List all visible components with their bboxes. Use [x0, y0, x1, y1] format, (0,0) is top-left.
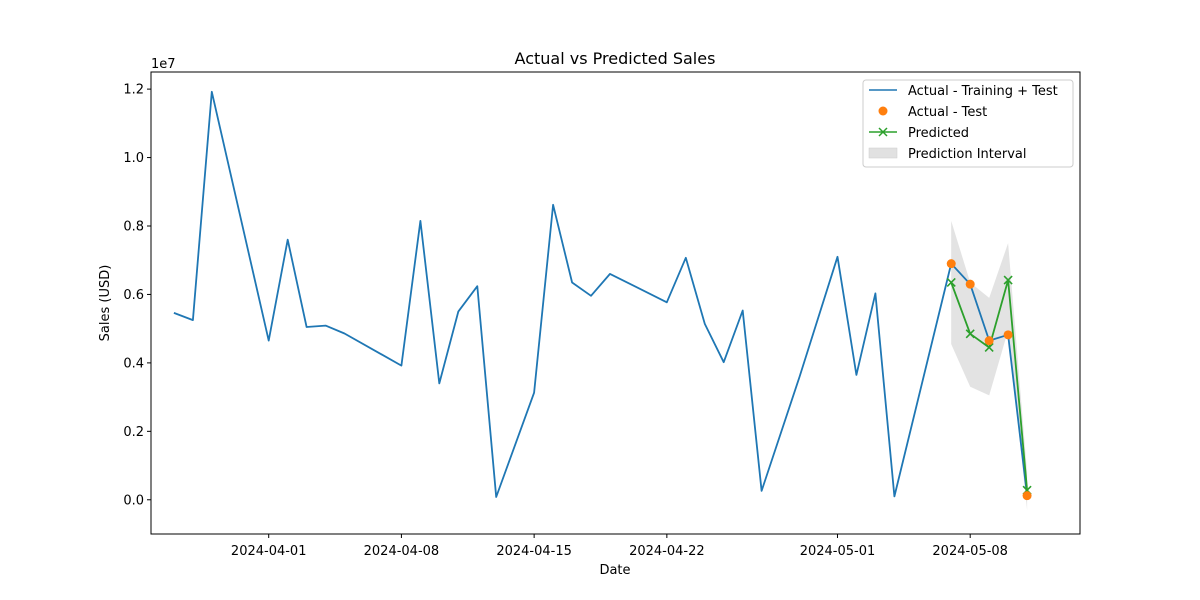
- legend-test-swatch: [878, 106, 888, 116]
- legend-actual-label: Actual - Training + Test: [908, 84, 1058, 99]
- y-tick-label: 0.0: [123, 493, 144, 508]
- legend-frame: [862, 79, 1074, 168]
- predicted-point-marker: [984, 342, 994, 353]
- x-tick-label: 2024-05-08: [932, 544, 1008, 559]
- y-axis-ticks: 0.0 0.2 0.4 0.6 0.8 1.0 1.2: [123, 83, 151, 508]
- x-axis-ticks: 2024-04-01 2024-04-08 2024-04-15 2024-04-22…: [231, 534, 1008, 559]
- actual-test-point: [946, 259, 956, 269]
- plot-frame: [150, 71, 1081, 535]
- actual-line-layer: [173, 90, 1028, 498]
- prediction-interval-area: [951, 220, 1028, 510]
- legend-interval-swatch: [868, 147, 898, 159]
- y-tick-label: 0.8: [123, 220, 144, 235]
- y-scale-note: 1e7: [151, 57, 176, 72]
- prediction-interval-band: [951, 220, 1028, 510]
- legend-predicted-label: Predicted: [908, 126, 969, 141]
- y-tick-label: 1.2: [123, 83, 144, 98]
- actual-test-point: [965, 279, 975, 289]
- y-axis-title: Sales (USD): [98, 265, 113, 342]
- x-tick-label: 2024-04-01: [231, 544, 307, 559]
- actual-test-point: [1022, 491, 1032, 501]
- x-tick-label: 2024-04-15: [496, 544, 572, 559]
- predicted-point-marker: [965, 329, 975, 339]
- legend: Actual - Training + Test Actual - Test P…: [862, 79, 1074, 168]
- y-tick-label: 1.0: [123, 151, 144, 166]
- actual-test-point: [984, 336, 994, 346]
- x-axis-title: Date: [599, 563, 630, 578]
- chart-title: Actual vs Predicted Sales: [515, 49, 716, 68]
- predicted-point-marker: [946, 277, 956, 288]
- predicted-point-marker: [1003, 275, 1013, 285]
- y-tick-label: 0.6: [123, 288, 144, 303]
- actual-series-line: [173, 90, 1028, 498]
- legend-predicted-marker: [878, 127, 888, 137]
- actual-test-points-layer: [946, 259, 1032, 501]
- x-tick-label: 2024-05-01: [800, 544, 876, 559]
- x-tick-label: 2024-04-22: [629, 544, 705, 559]
- y-tick-label: 0.4: [123, 356, 144, 371]
- actual-test-point: [1003, 330, 1013, 340]
- legend-interval-label: Prediction Interval: [908, 147, 1027, 162]
- x-tick-label: 2024-04-08: [364, 544, 440, 559]
- y-tick-label: 0.2: [123, 425, 144, 440]
- legend-test-label: Actual - Test: [908, 105, 987, 120]
